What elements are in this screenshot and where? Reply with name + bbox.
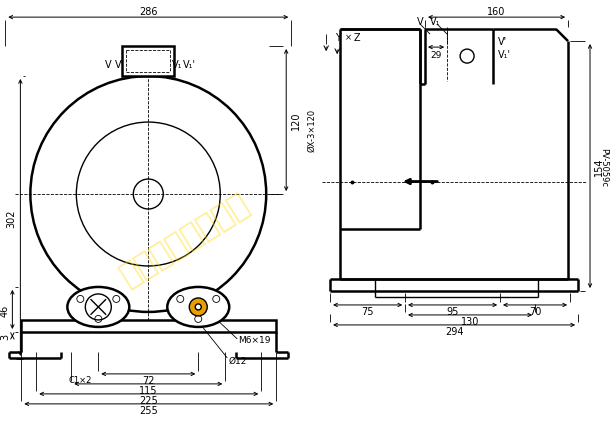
Ellipse shape bbox=[167, 287, 229, 327]
Text: C1×2: C1×2 bbox=[69, 375, 92, 385]
Text: 115: 115 bbox=[139, 385, 157, 395]
Text: V₁': V₁' bbox=[498, 50, 511, 60]
Text: 160: 160 bbox=[487, 7, 506, 17]
Text: V: V bbox=[417, 17, 424, 27]
Text: V': V' bbox=[498, 37, 507, 47]
Text: Ø12: Ø12 bbox=[228, 356, 247, 365]
Text: V': V' bbox=[115, 60, 124, 70]
Text: ØX-3×120: ØX-3×120 bbox=[308, 108, 317, 151]
Text: Z: Z bbox=[353, 33, 360, 43]
Circle shape bbox=[195, 304, 201, 310]
Text: ×: × bbox=[345, 34, 352, 43]
Text: 70: 70 bbox=[529, 306, 541, 316]
Text: 南京兴乐机电设备: 南京兴乐机电设备 bbox=[116, 189, 255, 290]
Text: V₁': V₁' bbox=[183, 60, 196, 70]
Text: 255: 255 bbox=[140, 405, 158, 415]
Text: 120: 120 bbox=[291, 112, 301, 130]
Bar bbox=[22, 320, 276, 332]
Text: V: V bbox=[105, 60, 112, 70]
Text: 29: 29 bbox=[430, 50, 442, 60]
Text: PV-5059c: PV-5059c bbox=[600, 147, 608, 186]
Text: Y: Y bbox=[335, 33, 341, 43]
Text: 130: 130 bbox=[461, 316, 479, 326]
Text: 225: 225 bbox=[140, 395, 158, 405]
Text: 75: 75 bbox=[362, 306, 374, 316]
Text: M6×19: M6×19 bbox=[238, 336, 271, 345]
Text: 294: 294 bbox=[445, 326, 463, 336]
Text: 46: 46 bbox=[0, 304, 9, 316]
Text: 95: 95 bbox=[446, 306, 459, 316]
Circle shape bbox=[189, 298, 207, 316]
Text: V₁: V₁ bbox=[430, 17, 440, 27]
Text: 154: 154 bbox=[594, 158, 604, 176]
Ellipse shape bbox=[67, 287, 129, 327]
Text: 72: 72 bbox=[142, 375, 154, 385]
Text: 302: 302 bbox=[6, 209, 17, 227]
Text: V₁: V₁ bbox=[172, 60, 183, 70]
Text: 286: 286 bbox=[139, 7, 157, 17]
Bar bbox=[122, 47, 174, 77]
Text: 3: 3 bbox=[1, 333, 10, 339]
